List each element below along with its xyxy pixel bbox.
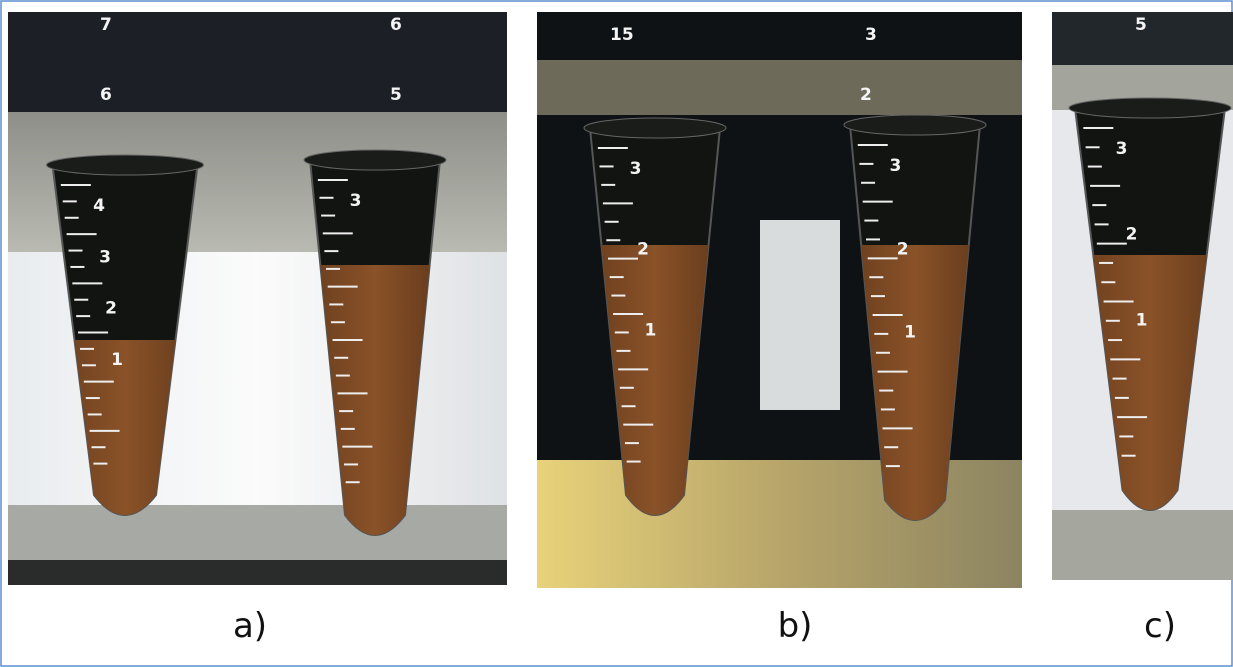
tube-scale-number: 2: [1126, 225, 1138, 245]
background-scale-number: 5: [390, 85, 402, 105]
tube-scale-number: 3: [630, 159, 642, 179]
tube-scale-number: 2: [897, 239, 909, 259]
background-scale-number: 6: [390, 15, 402, 35]
tube-scale-number: 3: [350, 191, 362, 211]
tube-scale-number: 2: [637, 240, 649, 260]
background-scale-number: 6: [100, 85, 112, 105]
tube-scale-number: 1: [904, 323, 916, 343]
tube-scale-number: 4: [93, 196, 105, 216]
panel-label: a): [233, 606, 267, 646]
tube-rim: [1069, 98, 1231, 118]
tube-scale-number: 3: [99, 247, 111, 267]
background-scale-number: 2: [860, 85, 872, 105]
tube-rim: [304, 150, 446, 170]
tube-rim: [844, 115, 986, 135]
panel-label: b): [778, 606, 813, 646]
panel-label: c): [1144, 606, 1176, 646]
tube-scale-number: 3: [890, 156, 902, 176]
background-scale-number: 15: [610, 25, 634, 45]
page: {"panels": [ {"label": "a)", "background…: [0, 0, 1233, 667]
figure: 7 6 6 5 4 3 2 1 3 a) 15 3 2 3 2 1 3 2 1 b) 5 3 2 1 c): [0, 0, 1233, 667]
tube-scale-number: 2: [105, 299, 117, 319]
background-scale-number: 3: [865, 25, 877, 45]
background-scale-number: 7: [100, 15, 112, 35]
tube-scale-number: 3: [1116, 139, 1128, 159]
tube-scale-number: 1: [1136, 310, 1148, 330]
tube-rim: [47, 155, 204, 175]
tube-rim: [584, 118, 726, 138]
background-scale-number: 5: [1135, 15, 1147, 35]
tube-scale-number: 1: [644, 320, 656, 340]
tube-scale-number: 1: [111, 350, 123, 370]
